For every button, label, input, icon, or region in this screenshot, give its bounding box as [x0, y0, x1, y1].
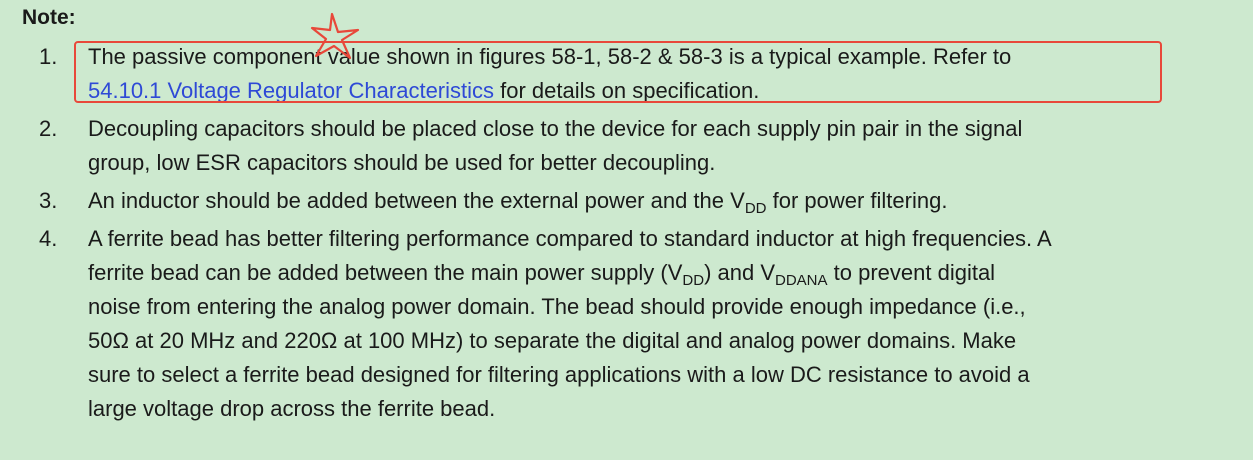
item-number: 4.	[39, 226, 58, 251]
note-line: 50Ω at 20 MHz and 220Ω at 100 MHz) to se…	[88, 328, 1017, 353]
note-line: group, low ESR capacitors should be used…	[88, 150, 716, 175]
line-text: for power filtering.	[766, 188, 948, 213]
subscript-dd: DD	[744, 200, 767, 217]
line-text: ferrite bead can be added between the ma…	[88, 260, 683, 285]
note-item-3: 3. An inductor should be added between t…	[0, 184, 1253, 218]
line-text: to prevent digital	[827, 260, 996, 285]
item-number: 2.	[39, 116, 58, 141]
note-line: The passive component value shown in fig…	[88, 40, 1213, 74]
subscript-dd: DD	[682, 272, 705, 289]
note-line: noise from entering the analog power dom…	[88, 294, 1026, 319]
note-item-1: 1. The passive component value shown in …	[0, 40, 1253, 108]
note-line: sure to select a ferrite bead designed f…	[88, 362, 1030, 387]
note-item-2: 2. Decoupling capacitors should be place…	[0, 112, 1253, 180]
note-item-4: 4. A ferrite bead has better filtering p…	[0, 222, 1253, 426]
line-text: The passive component value shown in fig…	[88, 44, 1012, 69]
note-line: ferrite bead can be added between the ma…	[88, 256, 1213, 290]
line-text: for details on specification.	[494, 78, 760, 103]
line-text: ) and V	[704, 260, 775, 285]
note-line: 54.10.1 Voltage Regulator Characteristic…	[88, 74, 1213, 108]
note-list: 1. The passive component value shown in …	[0, 40, 1253, 430]
note-line: An inductor should be added between the …	[88, 184, 1213, 218]
item-number: 3.	[39, 188, 58, 213]
voltage-regulator-link[interactable]: 54.10.1 Voltage Regulator Characteristic…	[88, 78, 495, 103]
item-number: 1.	[39, 44, 58, 69]
note-title: Note:	[22, 6, 76, 29]
note-line: Decoupling capacitors should be placed c…	[88, 116, 1023, 141]
note-line: large voltage drop across the ferrite be…	[88, 396, 496, 421]
subscript-ddana: DDANA	[775, 272, 828, 289]
line-text: An inductor should be added between the …	[88, 188, 745, 213]
note-line: A ferrite bead has better filtering perf…	[88, 226, 1052, 251]
